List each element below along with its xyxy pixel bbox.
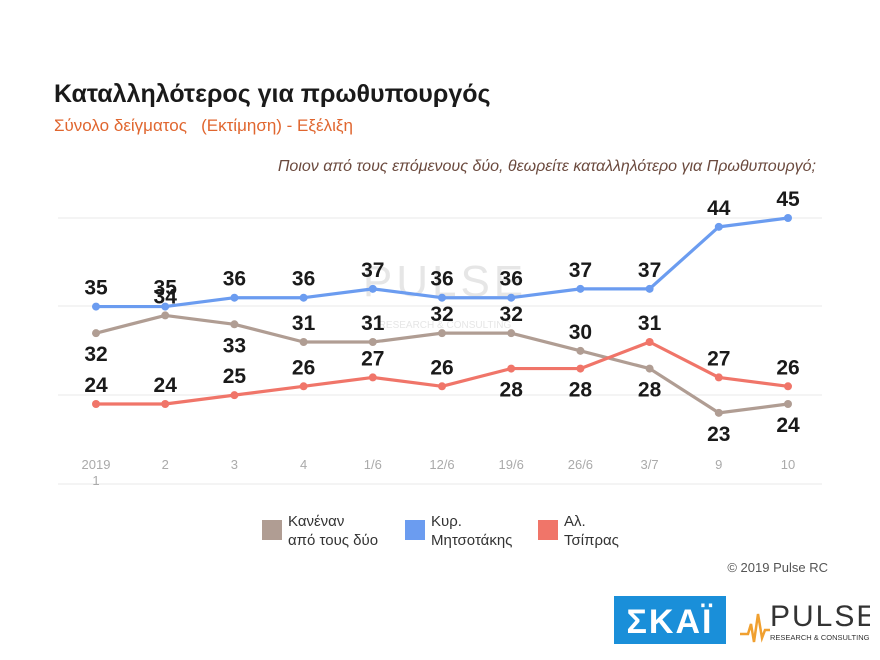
data-point — [230, 391, 239, 400]
data-label: 28 — [638, 379, 662, 402]
data-point — [299, 293, 308, 302]
data-point — [438, 329, 446, 338]
data-point — [299, 338, 308, 346]
data-point — [784, 382, 792, 391]
data-point — [92, 302, 100, 311]
data-label: 27 — [707, 347, 730, 370]
data-label: 33 — [223, 334, 246, 357]
data-label: 37 — [638, 259, 661, 282]
data-label: 24 — [776, 414, 800, 437]
x-tick-label: 3/7 — [641, 457, 659, 472]
data-point — [714, 408, 723, 417]
data-point — [438, 293, 446, 302]
data-label: 26 — [430, 356, 453, 379]
data-point — [92, 400, 100, 408]
chart-subtitle: Σύνολο δείγματος (Εκτίμηση) - Εξέλιξη — [54, 116, 353, 135]
data-label: 31 — [638, 312, 662, 335]
data-point — [576, 284, 585, 293]
legend-item-mitsotakis: Κυρ. Μητσοτάκης — [405, 512, 512, 550]
data-point — [645, 338, 654, 346]
data-label: 28 — [569, 379, 593, 402]
pulse-logo-subtext: RESEARCH & CONSULTING — [770, 633, 870, 642]
copyright-text: © 2019 Pulse RC — [727, 560, 828, 575]
x-tick-label: 1 — [92, 473, 99, 488]
data-point — [230, 293, 239, 302]
data-label: 30 — [569, 321, 592, 344]
data-label: 36 — [292, 268, 315, 291]
data-point — [714, 222, 723, 231]
data-point — [576, 364, 585, 373]
data-label: 37 — [361, 259, 384, 282]
x-tick-label: 2 — [162, 457, 169, 472]
data-point — [438, 382, 446, 391]
data-point — [507, 293, 516, 302]
x-tick-label: 12/6 — [429, 457, 454, 472]
legend-label-none: Κανέναν από τους δύο — [288, 513, 379, 549]
legend-item-tsipras: Αλ. Τσίπρας — [538, 512, 619, 550]
legend-swatch-none — [262, 520, 282, 540]
data-label: 26 — [292, 356, 315, 379]
data-label: 37 — [569, 259, 592, 282]
data-point — [368, 284, 377, 293]
data-point — [230, 320, 239, 329]
data-label: 45 — [776, 188, 800, 211]
data-label: 24 — [154, 374, 178, 397]
data-point — [576, 346, 585, 355]
data-label: 31 — [361, 312, 385, 335]
data-point — [645, 364, 654, 373]
x-tick-label: 19/6 — [499, 457, 524, 472]
data-label: 44 — [707, 197, 731, 220]
data-label: 32 — [500, 303, 523, 326]
legend-item-none: Κανέναν από τους δύο — [262, 512, 378, 550]
legend-swatch-mitsotakis — [405, 520, 425, 540]
data-label: 36 — [223, 268, 246, 291]
data-label: 32 — [430, 303, 453, 326]
data-label: 28 — [500, 379, 524, 402]
x-tick-label: 9 — [715, 457, 722, 472]
data-label: 23 — [707, 423, 730, 446]
data-point — [507, 364, 516, 373]
skai-logo: ΣΚΑΪ — [614, 596, 726, 644]
data-label: 36 — [500, 268, 523, 291]
skai-logo-text: ΣΚΑΪ — [627, 603, 714, 641]
x-tick-label: 1/6 — [364, 457, 382, 472]
data-point — [161, 302, 170, 311]
pulse-logo-text: PULSE — [770, 600, 870, 633]
data-point — [368, 373, 377, 382]
x-tick-label: 26/6 — [568, 457, 593, 472]
data-label: 35 — [84, 277, 108, 300]
data-label: 24 — [84, 374, 108, 397]
data-point — [784, 214, 792, 222]
data-label: 36 — [430, 268, 453, 291]
legend-label-mitsotakis: Κυρ. Μητσοτάκης — [431, 513, 513, 549]
chart-title: Καταλληλότερος για πρωθυπουργός — [54, 80, 491, 108]
data-point — [507, 329, 516, 338]
legend-label-tsipras: Αλ. Τσίπρας — [564, 513, 619, 549]
legend-swatch-tsipras — [538, 520, 558, 540]
data-label: 27 — [361, 347, 384, 370]
data-label: 32 — [84, 343, 107, 366]
data-label: 25 — [223, 365, 247, 388]
data-point — [92, 329, 100, 338]
data-point — [784, 400, 792, 408]
data-point — [299, 382, 308, 391]
survey-question: Ποιον από τους επόμενους δύο, θεωρείτε κ… — [277, 158, 816, 175]
data-label: 31 — [292, 312, 316, 335]
x-tick-label: 3 — [231, 457, 238, 472]
data-label: 34 — [154, 285, 178, 308]
data-point — [161, 311, 170, 320]
data-point — [714, 373, 723, 382]
data-label: 26 — [776, 356, 799, 379]
data-point — [368, 338, 377, 346]
x-tick-label: 2019 — [82, 457, 111, 472]
x-tick-label: 10 — [781, 457, 795, 472]
pulse-logo: PULSE RESEARCH & CONSULTING — [740, 600, 870, 643]
data-label: 35 — [154, 277, 178, 300]
pulse-wave-icon — [740, 613, 770, 643]
watermark-subtext: RESEARCH & CONSULTING — [379, 320, 512, 331]
data-point — [161, 400, 170, 408]
x-tick-label: 4 — [300, 457, 307, 472]
data-point — [645, 284, 654, 293]
